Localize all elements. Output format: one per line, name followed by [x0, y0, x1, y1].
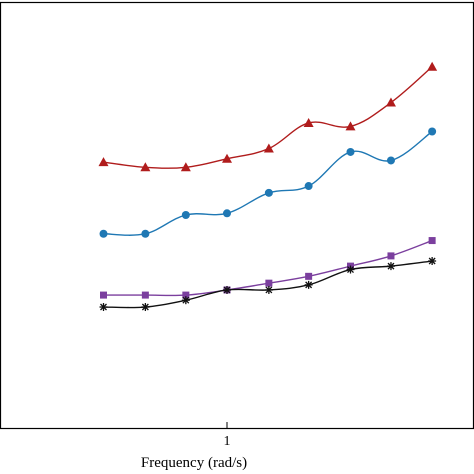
x-ticks: 1	[224, 422, 231, 449]
data-point	[428, 257, 437, 266]
data-point	[346, 265, 355, 274]
data-point	[304, 182, 313, 191]
data-point	[180, 162, 191, 172]
data-point	[387, 252, 395, 260]
data-point	[264, 285, 273, 294]
x-axis-label: Frequency (rad/s)	[141, 455, 247, 471]
data-point	[223, 285, 231, 294]
data-point	[385, 97, 396, 107]
series-2	[99, 127, 437, 238]
data-point	[265, 279, 273, 287]
data-point	[141, 303, 150, 312]
data-point	[182, 291, 190, 299]
data-point	[99, 229, 108, 238]
data-point	[181, 211, 190, 219]
data-point	[386, 262, 395, 271]
data-point	[346, 147, 355, 156]
plot-frame	[0, 1, 474, 430]
data-point	[100, 291, 107, 299]
series-line	[103, 239, 433, 297]
data-point	[428, 127, 437, 136]
data-point	[141, 291, 149, 299]
series-4	[99, 257, 437, 312]
data-point	[345, 121, 356, 131]
data-point	[141, 229, 150, 238]
data-point	[303, 117, 314, 127]
data-point	[428, 237, 436, 245]
data-point	[99, 303, 108, 312]
x-tick-label: 1	[224, 434, 231, 449]
data-point	[222, 153, 232, 163]
data-point	[304, 280, 313, 289]
series-layer	[98, 61, 438, 312]
data-point	[140, 162, 151, 172]
series-line	[103, 66, 433, 169]
data-point	[263, 143, 274, 153]
data-point	[305, 272, 313, 280]
data-point	[427, 61, 438, 71]
data-point	[264, 188, 273, 197]
data-point	[223, 209, 231, 218]
data-point	[181, 296, 190, 305]
data-point	[386, 156, 395, 165]
data-point	[98, 157, 109, 167]
plot-border	[0, 1, 474, 430]
series-1	[98, 61, 438, 172]
